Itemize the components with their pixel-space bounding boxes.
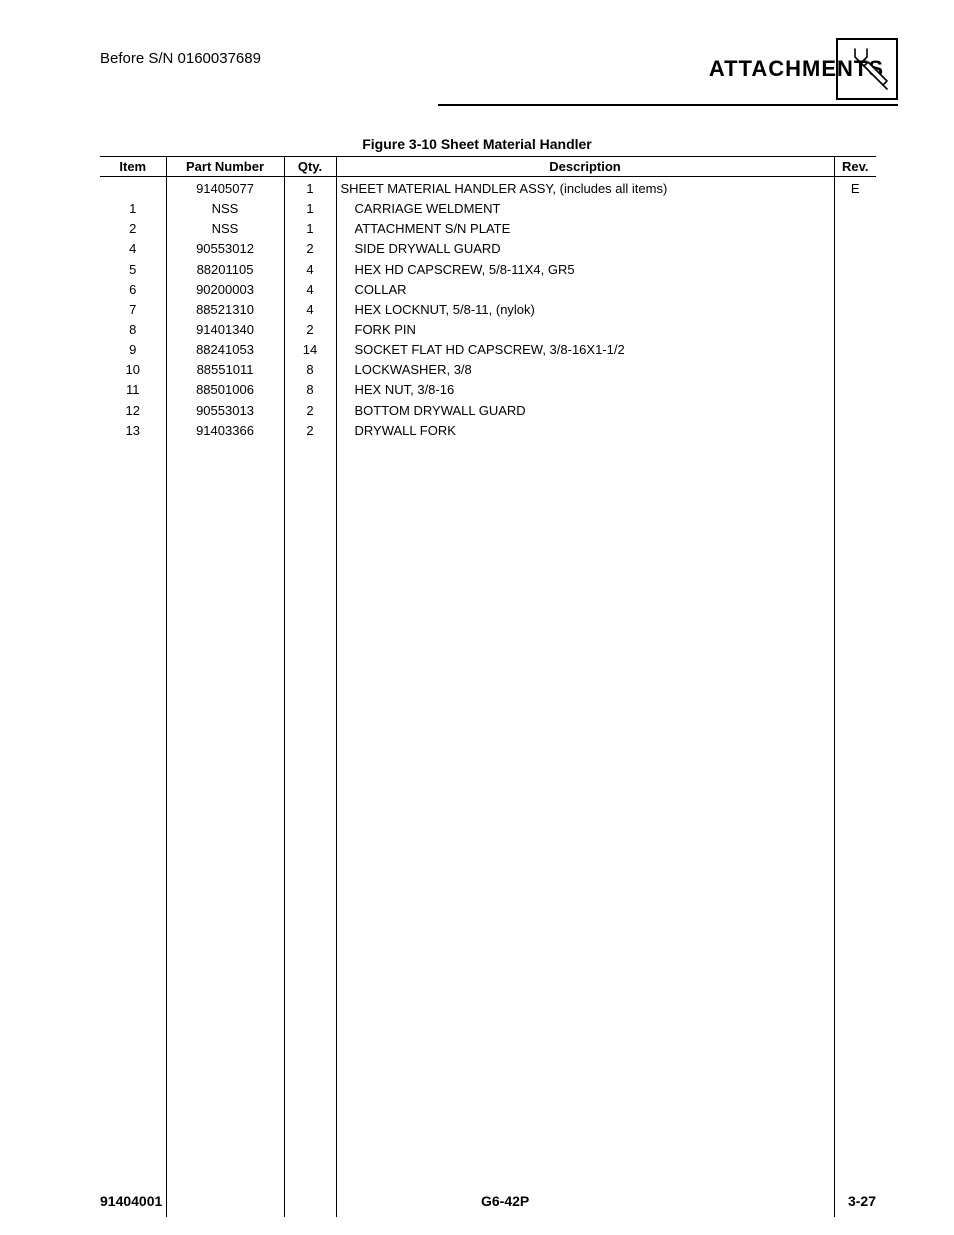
cell-desc: HEX NUT, 3/8-16 xyxy=(341,380,830,400)
figure-title: Figure 3-10 Sheet Material Handler xyxy=(0,136,954,152)
cell-rev xyxy=(839,360,873,380)
cell-item: 6 xyxy=(104,280,162,300)
col-header-rev: Rev. xyxy=(834,157,876,177)
cell-rev: E xyxy=(839,179,873,199)
footer-left: 91404001 xyxy=(100,1193,162,1209)
cell-rev xyxy=(839,401,873,421)
cell-rev xyxy=(839,380,873,400)
cell-part: 91405077 xyxy=(171,179,280,199)
cell-part: 88551011 xyxy=(171,360,280,380)
cell-item: 12 xyxy=(104,401,162,421)
cell-desc: HEX LOCKNUT, 5/8-11, (nylok) xyxy=(341,300,830,320)
cell-rev xyxy=(839,239,873,259)
qty-column-body: 11124442148822 xyxy=(289,179,332,441)
cell-item: 1 xyxy=(104,199,162,219)
cell-item: 10 xyxy=(104,360,162,380)
cell-item: 9 xyxy=(104,340,162,360)
cell-rev xyxy=(839,260,873,280)
cell-desc: BOTTOM DRYWALL GUARD xyxy=(341,401,830,421)
cell-item xyxy=(104,179,162,199)
cell-rev xyxy=(839,320,873,340)
cell-part: 90553013 xyxy=(171,401,280,421)
parts-table: Item Part Number Qty. Description Rev. 1… xyxy=(100,156,876,1217)
attachments-icon xyxy=(836,38,898,100)
cell-qty: 14 xyxy=(289,340,332,360)
section-header-bar: ATTACHMENTS xyxy=(438,34,898,106)
cell-desc: COLLAR xyxy=(341,280,830,300)
cell-rev xyxy=(839,421,873,441)
cell-part: NSS xyxy=(171,219,280,239)
cell-qty: 1 xyxy=(289,199,332,219)
cell-desc: SIDE DRYWALL GUARD xyxy=(341,239,830,259)
cell-rev xyxy=(839,300,873,320)
cell-qty: 8 xyxy=(289,380,332,400)
table-header-row: Item Part Number Qty. Description Rev. xyxy=(100,157,876,177)
cell-qty: 4 xyxy=(289,300,332,320)
col-header-qty: Qty. xyxy=(284,157,336,177)
footer-center: G6-42P xyxy=(481,1193,529,1209)
cell-qty: 2 xyxy=(289,401,332,421)
col-header-item: Item xyxy=(100,157,166,177)
cell-item: 7 xyxy=(104,300,162,320)
cell-rev xyxy=(839,219,873,239)
cell-item: 2 xyxy=(104,219,162,239)
page-footer: 91404001 G6-42P 3-27 xyxy=(100,1193,876,1209)
cell-part: 91401340 xyxy=(171,320,280,340)
rev-column-body: E xyxy=(839,179,873,441)
cell-item: 4 xyxy=(104,239,162,259)
serial-note: Before S/N 0160037689 xyxy=(100,50,261,67)
cell-rev xyxy=(839,199,873,219)
cell-item: 5 xyxy=(104,260,162,280)
cell-rev xyxy=(839,280,873,300)
cell-qty: 1 xyxy=(289,219,332,239)
cell-qty: 2 xyxy=(289,421,332,441)
col-header-part: Part Number xyxy=(166,157,284,177)
cell-item: 8 xyxy=(104,320,162,340)
cell-part: NSS xyxy=(171,199,280,219)
screwdriver-icon xyxy=(841,43,893,95)
cell-desc: SHEET MATERIAL HANDLER ASSY, (includes a… xyxy=(341,179,830,199)
footer-right: 3-27 xyxy=(848,1193,876,1209)
cell-part: 88521310 xyxy=(171,300,280,320)
cell-part: 90200003 xyxy=(171,280,280,300)
cell-desc: LOCKWASHER, 3/8 xyxy=(341,360,830,380)
cell-rev xyxy=(839,340,873,360)
cell-item: 11 xyxy=(104,380,162,400)
cell-desc: CARRIAGE WELDMENT xyxy=(341,199,830,219)
cell-desc: FORK PIN xyxy=(341,320,830,340)
cell-qty: 8 xyxy=(289,360,332,380)
cell-qty: 2 xyxy=(289,320,332,340)
cell-part: 88501006 xyxy=(171,380,280,400)
cell-qty: 1 xyxy=(289,179,332,199)
page: Before S/N 0160037689 ATTACHMENTS Figure… xyxy=(0,0,954,1235)
item-column-body: 1245678910111213 xyxy=(104,179,162,441)
cell-desc: SOCKET FLAT HD CAPSCREW, 3/8-16X1-1/2 xyxy=(341,340,830,360)
cell-desc: DRYWALL FORK xyxy=(341,421,830,441)
cell-item: 13 xyxy=(104,421,162,441)
cell-part: 91403366 xyxy=(171,421,280,441)
cell-part: 88241053 xyxy=(171,340,280,360)
cell-desc: HEX HD CAPSCREW, 5/8-11X4, GR5 xyxy=(341,260,830,280)
cell-qty: 4 xyxy=(289,280,332,300)
cell-qty: 2 xyxy=(289,239,332,259)
table-body-row: 1245678910111213 91405077NSSNSS905530128… xyxy=(100,177,876,1217)
cell-qty: 4 xyxy=(289,260,332,280)
cell-part: 90553012 xyxy=(171,239,280,259)
cell-desc: ATTACHMENT S/N PLATE xyxy=(341,219,830,239)
cell-part: 88201105 xyxy=(171,260,280,280)
part-column-body: 91405077NSSNSS90553012882011059020000388… xyxy=(171,179,280,441)
desc-column-body: SHEET MATERIAL HANDLER ASSY, (includes a… xyxy=(341,179,830,441)
col-header-desc: Description xyxy=(336,157,834,177)
